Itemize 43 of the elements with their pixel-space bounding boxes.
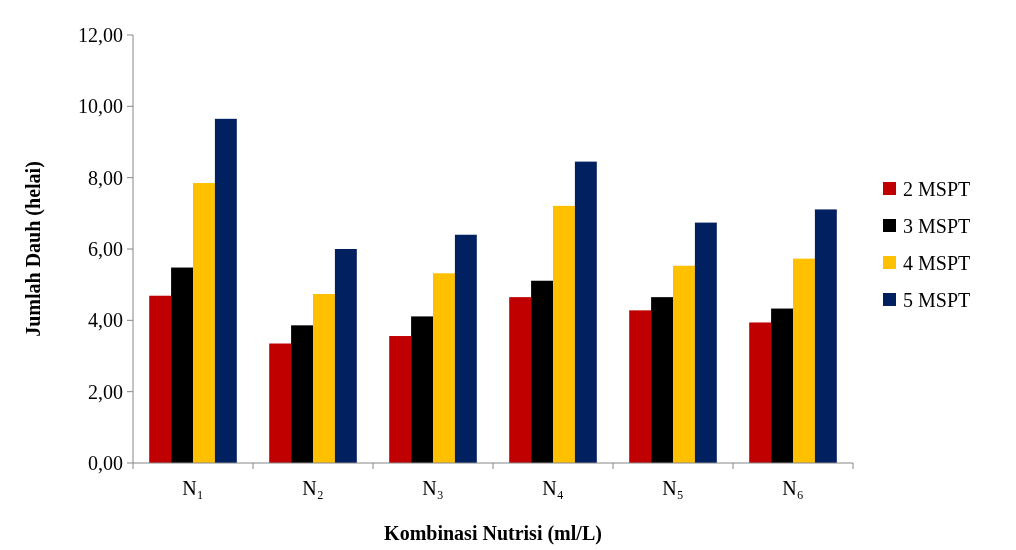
legend-label: 2 MSPT: [903, 178, 971, 200]
bar: [193, 183, 215, 463]
y-axis-title: Jumlah Dauh (helai): [22, 161, 45, 337]
bar: [334, 249, 357, 463]
bar: [531, 280, 553, 463]
bar: [214, 118, 237, 463]
legend-label: 5 MSPT: [903, 289, 971, 311]
bar: [749, 322, 772, 463]
y-tick-label: 12,00: [78, 24, 123, 46]
x-tick-label: N₂: [302, 477, 324, 499]
bar: [411, 316, 433, 463]
bar: [673, 265, 695, 463]
bar: [629, 310, 652, 463]
x-tick-label: N₃: [422, 477, 444, 499]
bar: [291, 325, 313, 463]
bar: [149, 295, 172, 463]
x-axis-title: Kombinasi Nutrisi (ml/L): [384, 522, 602, 545]
bar: [389, 336, 412, 463]
bar: [793, 258, 815, 463]
x-tick-label: N₅: [662, 477, 684, 499]
y-tick-label: 10,00: [78, 95, 123, 118]
x-tick-label: N₄: [542, 477, 564, 499]
legend-label: 4 MSPT: [903, 252, 971, 274]
bar: [509, 297, 532, 463]
bar: [433, 273, 455, 463]
bar: [313, 293, 335, 463]
y-tick-label: 8,00: [88, 166, 123, 189]
bar: [651, 297, 673, 463]
bar: [771, 308, 793, 463]
legend-label: 3 MSPT: [903, 215, 971, 237]
y-tick-label: 2,00: [88, 380, 123, 403]
bar: [553, 205, 575, 463]
bar: [694, 222, 717, 463]
bar: [814, 209, 837, 463]
bar: [454, 234, 477, 463]
bar: [171, 267, 193, 463]
y-tick-label: 6,00: [88, 238, 123, 260]
y-tick-label: 4,00: [88, 309, 123, 332]
x-tick-label: N₆: [782, 477, 804, 499]
x-tick-label: N₁: [182, 477, 204, 499]
bar: [269, 343, 292, 463]
bar: [574, 161, 597, 463]
y-tick-label: 0,00: [88, 452, 123, 474]
